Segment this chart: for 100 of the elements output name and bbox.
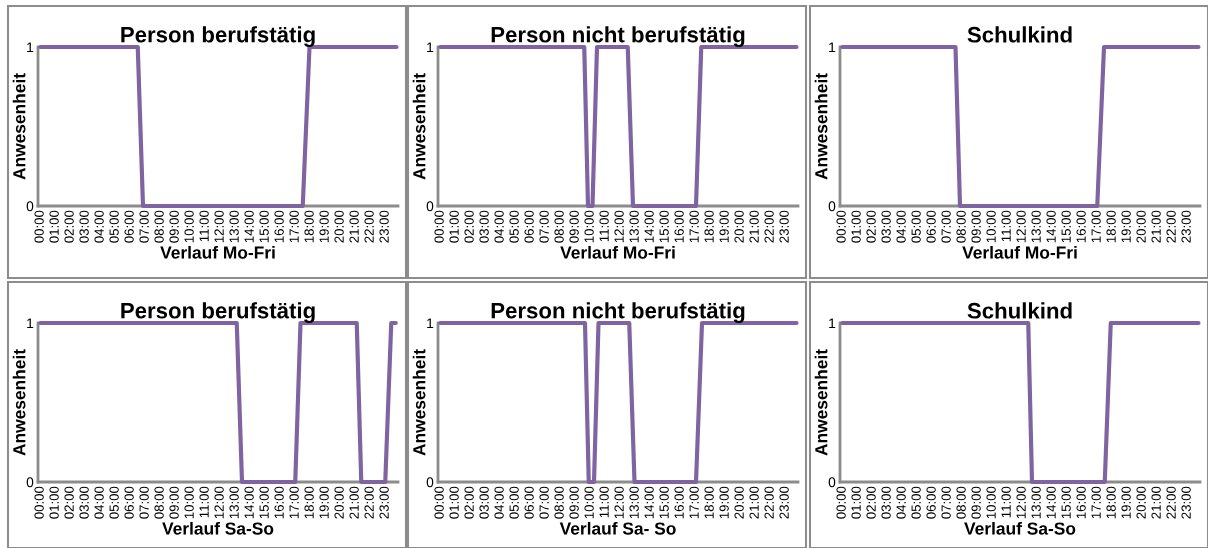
x-tick-label: 09:00 bbox=[971, 210, 981, 243]
x-tick-label: 02:00 bbox=[464, 486, 474, 519]
x-axis-title: Verlauf Sa-So bbox=[162, 521, 274, 535]
x-tick-label: 04:00 bbox=[494, 486, 504, 519]
x-tick-label: 07:00 bbox=[139, 210, 149, 243]
x-tick-label: 09:00 bbox=[569, 210, 579, 243]
x-tick-label: 01:00 bbox=[49, 210, 59, 243]
x-tick-label: 00:00 bbox=[34, 486, 44, 519]
x-tick-label: 06:00 bbox=[926, 210, 936, 243]
x-tick-label: 00:00 bbox=[836, 486, 846, 519]
x-tick-label: 21:00 bbox=[349, 210, 359, 243]
x-tick-label: 04:00 bbox=[896, 486, 906, 519]
x-tick-label: 08:00 bbox=[956, 486, 966, 519]
x-tick-label: 03:00 bbox=[479, 486, 489, 519]
x-tick-label: 09:00 bbox=[169, 486, 179, 519]
y-tick-label: 0 bbox=[828, 201, 836, 212]
x-tick-label: 11:00 bbox=[1001, 210, 1011, 242]
chart-title: Person berufstätig bbox=[121, 302, 315, 323]
x-tick-label: 10:00 bbox=[184, 486, 194, 519]
x-tick-label: 09:00 bbox=[569, 486, 579, 519]
x-tick-label: 10:00 bbox=[584, 210, 594, 243]
x-tick-label: 10:00 bbox=[986, 486, 996, 519]
x-tick-label: 02:00 bbox=[64, 486, 74, 519]
x-tick-label: 00:00 bbox=[34, 210, 44, 243]
x-tick-label: 10:00 bbox=[986, 210, 996, 243]
x-tick-label: 21:00 bbox=[1151, 210, 1161, 243]
x-tick-label: 13:00 bbox=[229, 486, 239, 519]
x-tick-label: 11:00 bbox=[1001, 486, 1011, 518]
x-tick-label: 02:00 bbox=[866, 210, 876, 243]
x-tick-label: 06:00 bbox=[926, 486, 936, 519]
y-tick-label: 1 bbox=[427, 318, 434, 329]
x-tick-label: 15:00 bbox=[1061, 486, 1071, 519]
y-tick-label: 0 bbox=[26, 201, 34, 212]
y-axis-title: Anwesenheit bbox=[412, 73, 426, 180]
y-axis-title: Anwesenheit bbox=[12, 349, 26, 456]
x-tick-label: 21:00 bbox=[349, 486, 359, 519]
x-tick-label: 19:00 bbox=[319, 486, 329, 519]
x-tick-label: 12:00 bbox=[614, 210, 624, 243]
x-tick-label: 16:00 bbox=[1076, 486, 1086, 519]
y-tick-label: 1 bbox=[829, 318, 836, 329]
x-tick-label: 01:00 bbox=[49, 486, 59, 519]
x-tick-label: 12:00 bbox=[1016, 210, 1026, 243]
chart-title: Schulkind bbox=[967, 302, 1072, 319]
x-tick-label: 23:00 bbox=[779, 486, 789, 519]
x-tick-label: 12:00 bbox=[214, 486, 224, 519]
x-tick-label: 18:00 bbox=[304, 210, 314, 243]
x-tick-label: 07:00 bbox=[941, 210, 951, 243]
x-tick-label: 19:00 bbox=[1121, 486, 1131, 519]
x-tick-label: 06:00 bbox=[124, 486, 134, 519]
x-tick-label: 14:00 bbox=[244, 210, 254, 243]
x-tick-label: 11:00 bbox=[199, 210, 209, 242]
x-tick-label: 08:00 bbox=[154, 210, 164, 243]
x-tick-label: 08:00 bbox=[956, 210, 966, 243]
x-tick-label: 00:00 bbox=[434, 486, 444, 519]
x-tick-label: 20:00 bbox=[334, 486, 344, 519]
x-tick-label: 05:00 bbox=[109, 486, 119, 519]
x-tick-label: 07:00 bbox=[941, 486, 951, 519]
x-tick-label: 15:00 bbox=[1061, 210, 1071, 243]
x-tick-label: 08:00 bbox=[554, 210, 564, 243]
x-tick-label: 19:00 bbox=[319, 210, 329, 243]
x-tick-label: 07:00 bbox=[539, 210, 549, 243]
x-tick-label: 21:00 bbox=[749, 486, 759, 519]
x-tick-label: 03:00 bbox=[79, 486, 89, 519]
x-tick-label: 13:00 bbox=[629, 486, 639, 519]
x-tick-label: 20:00 bbox=[734, 210, 744, 243]
x-axis-title: Verlauf Mo-Fri bbox=[962, 245, 1077, 259]
x-tick-label: 04:00 bbox=[94, 210, 104, 243]
x-axis-title: Verlauf Sa-So bbox=[964, 521, 1076, 535]
x-tick-label: 11:00 bbox=[599, 486, 609, 518]
x-tick-label: 12:00 bbox=[1016, 486, 1026, 519]
x-tick-label: 12:00 bbox=[214, 210, 224, 243]
x-tick-label: 17:00 bbox=[689, 486, 699, 519]
y-tick-label: 1 bbox=[829, 42, 836, 53]
x-tick-label: 15:00 bbox=[659, 486, 669, 519]
x-tick-label: 22:00 bbox=[764, 486, 774, 519]
x-tick-label: 19:00 bbox=[719, 486, 729, 519]
x-tick-label: 14:00 bbox=[244, 486, 254, 519]
x-tick-label: 03:00 bbox=[479, 210, 489, 243]
chart-title: Schulkind bbox=[967, 26, 1072, 43]
x-tick-label: 20:00 bbox=[334, 210, 344, 243]
x-tick-label: 21:00 bbox=[749, 210, 759, 243]
x-tick-label: 18:00 bbox=[1106, 210, 1116, 243]
x-tick-label: 14:00 bbox=[1046, 486, 1056, 519]
chart-title: Person berufstätig bbox=[121, 26, 315, 47]
x-tick-label: 03:00 bbox=[881, 210, 891, 243]
x-tick-label: 08:00 bbox=[554, 486, 564, 519]
x-tick-label: 07:00 bbox=[539, 486, 549, 519]
x-tick-label: 23:00 bbox=[1181, 486, 1191, 519]
x-tick-label: 13:00 bbox=[1031, 486, 1041, 519]
x-tick-label: 02:00 bbox=[866, 486, 876, 519]
y-tick-label: 0 bbox=[426, 201, 434, 212]
chart-title: Person nicht berufstätig bbox=[491, 302, 745, 323]
x-tick-label: 22:00 bbox=[364, 210, 374, 243]
x-tick-label: 22:00 bbox=[764, 210, 774, 243]
x-tick-label: 22:00 bbox=[1166, 486, 1176, 519]
x-tick-label: 16:00 bbox=[674, 486, 684, 519]
x-tick-label: 16:00 bbox=[274, 486, 284, 519]
x-tick-label: 04:00 bbox=[896, 210, 906, 243]
x-tick-label: 05:00 bbox=[509, 486, 519, 519]
x-tick-label: 18:00 bbox=[1106, 486, 1116, 519]
